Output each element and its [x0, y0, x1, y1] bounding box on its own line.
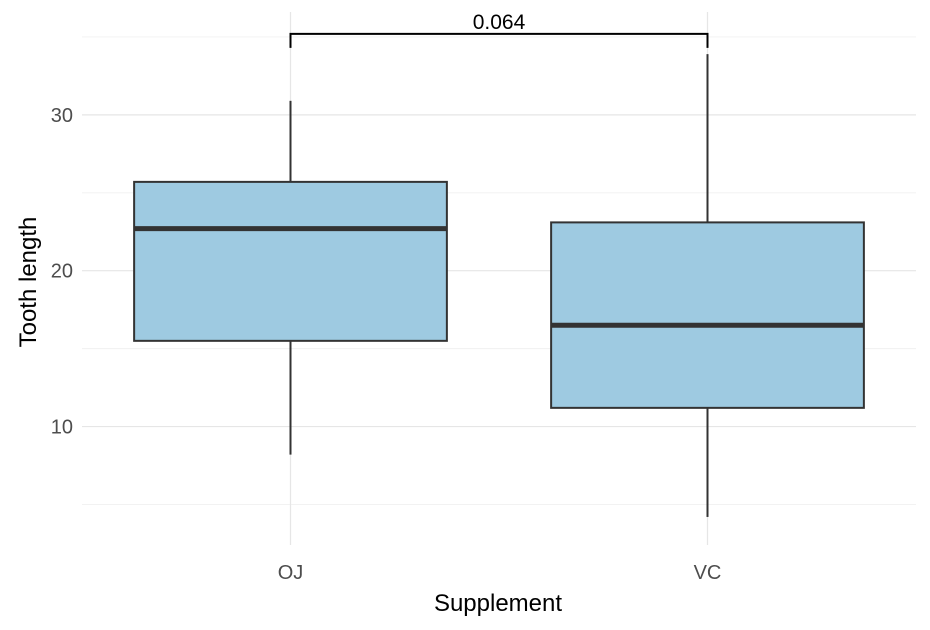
boxplot-series: [133, 54, 865, 517]
box-vc: [550, 54, 865, 517]
y-tick-label: 20: [51, 261, 73, 283]
y-axis-title: Tooth length: [15, 217, 42, 348]
p-value-label: 0.064: [473, 11, 526, 34]
comparison-annotation: 0.064: [289, 11, 709, 48]
comparison-bracket: [289, 32, 709, 48]
y-tick-label: 10: [51, 417, 73, 439]
y-axis-ticks: 10 20 30: [51, 105, 73, 439]
x-tick-label: OJ: [278, 562, 304, 584]
iqr-box: [550, 221, 865, 409]
iqr-box: [133, 180, 448, 342]
x-tick-label: VC: [694, 562, 722, 584]
x-axis-title: Supplement: [434, 590, 562, 617]
box-oj: [133, 100, 448, 455]
y-tick-label: 30: [51, 105, 73, 127]
x-axis-ticks: OJ VC: [278, 562, 722, 584]
